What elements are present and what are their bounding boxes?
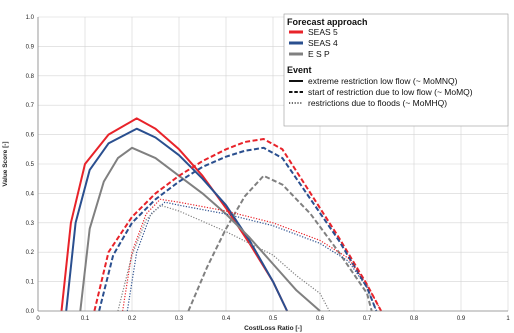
x-tick-label: 0.5 (269, 316, 278, 322)
x-tick-label: 0.2 (128, 316, 137, 322)
x-tick-label: 0 (36, 316, 40, 322)
x-tick-label: 0.9 (457, 316, 466, 322)
series-line-seas4-dotted (126, 201, 377, 312)
y-tick-label: 0.7 (26, 103, 35, 109)
y-tick-label: 0.3 (26, 221, 35, 227)
x-tick-label: 0.1 (81, 316, 90, 322)
series-line-seas4-solid (65, 127, 289, 312)
legend-event-label: extreme restriction low flow (~ MoMNQ) (308, 76, 458, 86)
legend-approach-title: Forecast approach (287, 17, 368, 27)
y-tick-label: 0.5 (26, 162, 35, 168)
y-tick-label: 0.6 (26, 133, 35, 139)
legend-event-entries: extreme restriction low flow (~ MoMNQ)st… (289, 76, 473, 108)
x-tick-label: 0.3 (175, 316, 184, 322)
y-tick-label: 0.1 (26, 280, 35, 286)
legend-approach-label: E S P (308, 49, 330, 59)
legend-approach-label: SEAS 5 (308, 27, 338, 37)
y-tick-label: 0.0 (26, 309, 35, 315)
series-line-seas5-dashed (93, 138, 382, 312)
legend-approach-label: SEAS 4 (308, 38, 338, 48)
y-axis-label: Value Score [-] (2, 141, 9, 186)
x-axis-ticks: 0 0.1 0.2 0.3 0.4 0.5 0.6 0.7 0.8 0.9 1 (36, 316, 510, 322)
y-tick-label: 0.8 (26, 74, 35, 80)
x-tick-label: 0.6 (316, 316, 325, 322)
series-line-esp-dotted (117, 204, 330, 312)
series-line-esp-dashed (187, 174, 373, 312)
legend-event-label: start of restriction due to low flow (~ … (308, 87, 473, 97)
series-line-seas4-dashed (98, 146, 378, 312)
y-tick-label: 0.2 (26, 250, 35, 256)
y-tick-label: 1.0 (26, 15, 35, 21)
x-tick-label: 1 (506, 316, 510, 322)
y-axis-ticks: 0.0 0.1 0.2 0.3 0.4 0.5 0.6 0.7 0.8 0.9 1.0 (26, 15, 35, 315)
x-tick-label: 0.4 (222, 316, 231, 322)
legend-box (283, 13, 509, 127)
series-line-seas5-dotted (122, 198, 382, 312)
x-axis-label: Cost/Loss Ratio [-] (244, 325, 302, 332)
y-tick-label: 0.4 (26, 191, 35, 197)
series-lines (60, 117, 382, 312)
legend-event-label: restrictions due to floods (~ MoMHQ) (308, 98, 447, 108)
x-tick-label: 0.7 (363, 316, 372, 322)
x-tick-label: 0.8 (410, 316, 419, 322)
legend-event-title: Event (287, 65, 312, 75)
y-tick-label: 0.9 (26, 44, 35, 50)
series-line-seas5-solid (60, 117, 289, 312)
